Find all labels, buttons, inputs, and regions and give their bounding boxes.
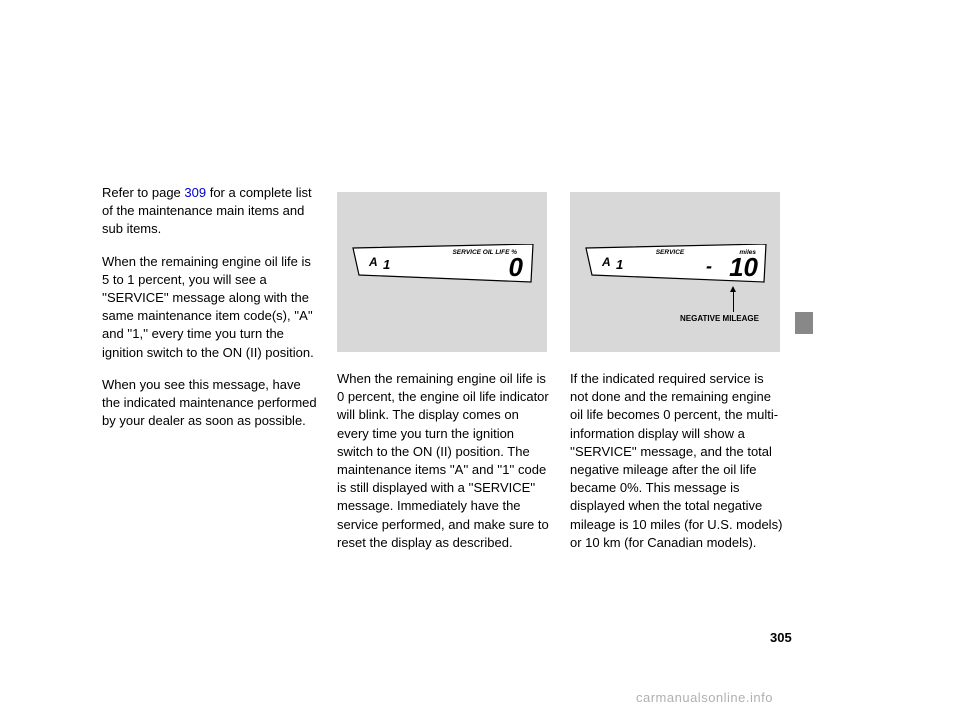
col2-para1: When the remaining engine oil life is 0 … (337, 370, 552, 552)
lcd-display-left: SERVICE OIL LIFE % A 1 0 (347, 244, 537, 284)
page-link-309[interactable]: 309 (184, 185, 206, 200)
lcd-right-minus: - (706, 256, 712, 276)
text-column-2: When the remaining engine oil life is 0 … (337, 370, 552, 566)
lcd-panel-left: SERVICE OIL LIFE % A 1 0 (337, 192, 547, 352)
col1-para2: When the remaining engine oil life is 5 … (102, 253, 317, 362)
annotation-text: NEGATIVE MILEAGE (680, 314, 759, 323)
lcd-left-code-1: 1 (383, 257, 390, 272)
lcd-left-toptext: SERVICE OIL LIFE % (452, 249, 517, 256)
lcd-display-right: SERVICE miles A 1 - 10 (580, 244, 770, 284)
watermark: carmanualsonline.info (636, 690, 773, 705)
lcd-panel-right: SERVICE miles A 1 - 10 NEGATIVE MILEAGE (570, 192, 780, 352)
text-column-3: If the indicated required service is not… (570, 370, 785, 566)
annotation-line (733, 292, 734, 312)
lcd-left-code-a: A (368, 255, 378, 269)
section-tab (795, 312, 813, 334)
text-column-1: Refer to page 309 for a complete list of… (102, 184, 317, 444)
lcd-right-code-a: A (601, 255, 611, 269)
col1-p1a: Refer to page (102, 185, 184, 200)
lcd-left-bignum: 0 (509, 252, 524, 282)
col1-para1: Refer to page 309 for a complete list of… (102, 184, 317, 239)
col1-para3: When you see this message, have the indi… (102, 376, 317, 431)
lcd-right-code-1: 1 (616, 257, 623, 272)
lcd-right-bignum: 10 (729, 252, 758, 282)
lcd-right-service: SERVICE (656, 249, 685, 256)
col3-para1: If the indicated required service is not… (570, 370, 785, 552)
page: SERVICE OIL LIFE % A 1 0 SERVICE miles A… (0, 0, 960, 714)
page-number: 305 (770, 630, 792, 645)
